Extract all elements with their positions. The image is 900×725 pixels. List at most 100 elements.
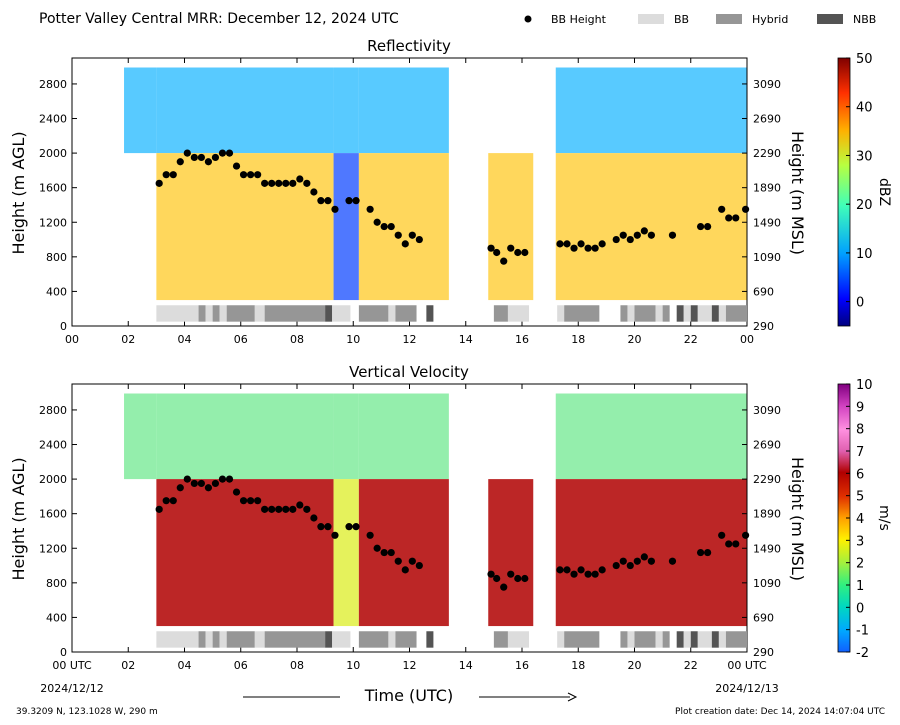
echo-region-lower xyxy=(333,479,359,627)
x-tick-label: 22 xyxy=(684,659,698,672)
bb-height-point xyxy=(591,570,599,578)
bb-type-segment xyxy=(718,631,726,648)
bb-type-segment xyxy=(156,631,199,648)
bb-height-point xyxy=(183,475,191,483)
page-title: Potter Valley Central MRR: December 12, … xyxy=(39,11,399,27)
bb-type-segment xyxy=(264,305,326,322)
bb-height-point xyxy=(239,171,248,179)
bb-height-point xyxy=(718,205,726,213)
top-right-ylabel: Height (m MSL) xyxy=(788,131,807,255)
legend-swatch-nbb xyxy=(817,14,843,24)
bb-type-segment xyxy=(711,631,719,648)
bb-height-point xyxy=(570,244,578,252)
x-tick-label: 22 xyxy=(684,333,698,346)
x-tick-label: 18 xyxy=(571,659,585,672)
bb-type-segment xyxy=(264,631,326,648)
bb-height-point xyxy=(487,244,495,252)
bb-type-segment xyxy=(620,631,628,648)
bb-height-point xyxy=(268,505,276,513)
bb-height-point xyxy=(514,574,522,583)
bb-type-segment xyxy=(697,631,712,648)
y-tick-label: 400 xyxy=(46,285,67,298)
x-tick-label: 10 xyxy=(346,333,360,346)
bb-type-segment xyxy=(156,305,199,322)
echo-region-upper xyxy=(124,67,157,154)
y-tick-label: 2400 xyxy=(39,439,67,452)
bb-height-point xyxy=(640,227,648,235)
bb-height-point xyxy=(218,149,227,157)
bb-type-segment xyxy=(358,305,389,322)
velocity-colorbar: -2 -1 0 1 2 3 4 5 6 7 8 9 10 m/s xyxy=(837,378,892,661)
bb-height-point xyxy=(577,566,585,574)
bb-height-point xyxy=(725,540,733,548)
bb-height-point xyxy=(626,235,634,244)
colorbar-tick-label: -2 xyxy=(856,646,869,661)
legend-swatch-bb xyxy=(638,14,664,24)
bb-type-segment xyxy=(395,305,417,322)
bb-type-segment xyxy=(219,631,227,648)
bb-type-segment xyxy=(634,305,656,322)
bb-height-point xyxy=(394,557,402,565)
x-tick-label: 08 xyxy=(290,659,304,672)
reflectivity-panel: 0400800120016002000240028002906901090149… xyxy=(39,57,781,346)
x-tick-label: 16 xyxy=(515,659,529,672)
colorbar-tick-label: 10 xyxy=(856,247,873,262)
bb-height-point xyxy=(246,497,255,505)
colorbar-tick-label: 5 xyxy=(856,490,864,505)
echo-region-upper xyxy=(555,393,747,480)
y-right-tick-label: 3090 xyxy=(753,404,781,417)
legend-label: BB Height xyxy=(551,13,607,26)
bb-type-segment xyxy=(676,305,684,322)
bb-type-segment xyxy=(655,305,663,322)
x-tick-label: 02 xyxy=(121,659,135,672)
y-right-tick-label: 290 xyxy=(753,646,774,659)
bb-height-point xyxy=(218,475,227,483)
bb-height-point xyxy=(317,197,325,205)
colorbar-tick-label: 3 xyxy=(856,534,864,549)
bb-height-point xyxy=(521,574,529,583)
y-tick-label: 800 xyxy=(46,251,67,264)
bb-height-point xyxy=(563,240,571,248)
x-tick-label: 20 xyxy=(628,659,642,672)
y-tick-label: 0 xyxy=(60,320,67,333)
bb-height-point xyxy=(246,171,255,179)
bb-type-segment xyxy=(697,305,712,322)
bb-height-point xyxy=(225,149,234,157)
colorbar-tick-label: 20 xyxy=(856,198,873,213)
bb-type-segment xyxy=(219,305,227,322)
bb-type-segment xyxy=(683,631,691,648)
echo-region-upper xyxy=(333,67,359,154)
bb-height-point xyxy=(155,179,163,187)
y-tick-label: 0 xyxy=(60,646,67,659)
bb-type-segment xyxy=(655,631,663,648)
y-tick-label: 2000 xyxy=(39,147,67,160)
reflectivity-title: Reflectivity xyxy=(367,37,451,55)
bb-height-point xyxy=(612,561,620,570)
bb-height-point xyxy=(408,231,416,239)
bb-height-point xyxy=(345,197,353,205)
bb-type-segment xyxy=(662,305,670,322)
bb-height-point xyxy=(718,531,726,539)
bb-type-segment xyxy=(725,305,747,322)
bb-type-segment xyxy=(627,631,635,648)
bb-height-point xyxy=(197,153,205,162)
y-tick-label: 2400 xyxy=(39,113,67,126)
x-tick-label: 00 UTC xyxy=(727,659,767,672)
bb-height-point xyxy=(289,505,297,513)
legend-label: NBB xyxy=(853,13,876,26)
bb-height-point xyxy=(408,557,416,565)
bb-type-segment xyxy=(226,631,255,648)
bb-height-point xyxy=(317,523,325,531)
x-axis-label: Time (UTC) xyxy=(364,686,453,705)
bb-height-point xyxy=(239,497,248,505)
bb-type-segment xyxy=(325,631,333,648)
x-tick-label: 04 xyxy=(178,333,192,346)
bb-type-segment xyxy=(507,305,530,322)
colorbar-label: m/s xyxy=(876,505,892,531)
x-tick-label: 16 xyxy=(515,333,529,346)
bb-height-point xyxy=(741,531,750,539)
y-tick-label: 2800 xyxy=(39,404,67,417)
bb-height-point xyxy=(211,153,220,162)
bb-height-point xyxy=(204,484,213,492)
